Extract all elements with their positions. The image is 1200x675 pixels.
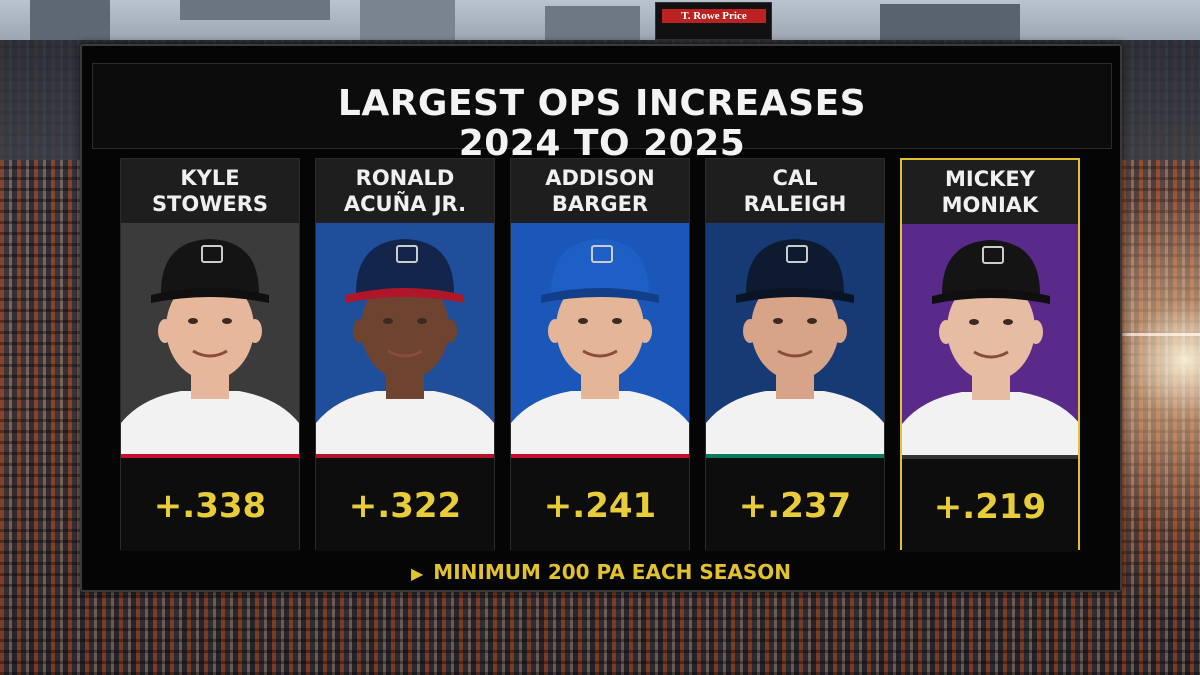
ops-increase-value: +.338 [153, 486, 267, 526]
player-name: MICKEY MONIAK [902, 160, 1078, 224]
player-card: CAL RALEIGH +.237 [705, 158, 885, 551]
scoreboard-sponsor-text: T. Rowe Price [662, 9, 766, 23]
ops-increase-box: +.241 [511, 458, 689, 551]
player-headshot [902, 224, 1078, 456]
team-color-stripe [511, 454, 689, 458]
player-name: KYLE STOWERS [121, 159, 299, 223]
ops-increase-value: +.219 [933, 487, 1047, 527]
player-first-name: ADDISON [545, 166, 655, 190]
player-name: CAL RALEIGH [706, 159, 884, 223]
player-headshot [511, 223, 689, 455]
stadium-scoreboard: T. Rowe Price [655, 2, 772, 40]
team-color-stripe [902, 455, 1078, 459]
skyline-building [545, 6, 640, 44]
ops-increase-box: +.322 [316, 458, 494, 551]
skyline-building [180, 0, 330, 20]
player-card: RONALD ACUÑA JR. +.322 [315, 158, 495, 551]
player-first-name: RONALD [355, 166, 455, 190]
braves-A-logo-icon [396, 245, 418, 263]
team-color-stripe [121, 454, 299, 458]
rockies-CR-logo-icon [982, 246, 1004, 264]
player-card: KYLE STOWERS +.338 [120, 158, 300, 551]
graphic-subtitle: 2024 TO 2025 [458, 123, 746, 164]
player-last-name: RALEIGH [743, 192, 847, 216]
player-headshot [121, 223, 299, 455]
graphic-title: LARGEST OPS INCREASES [337, 83, 867, 124]
mariners-S-logo-icon [786, 245, 808, 263]
player-last-name: BARGER [551, 192, 649, 216]
player-last-name: STOWERS [151, 192, 269, 216]
ops-increase-value: +.322 [348, 486, 462, 526]
skyline-building [880, 4, 1020, 40]
team-color-stripe [706, 454, 884, 458]
title-box: LARGEST OPS INCREASES 2024 TO 2025 [92, 63, 1112, 164]
player-first-name: KYLE [180, 166, 240, 190]
player-headshot [706, 223, 884, 455]
player-first-name: CAL [772, 166, 818, 190]
blue-jays-logo-icon [591, 245, 613, 263]
player-last-name: MONIAK [941, 193, 1039, 217]
skyline-building [360, 0, 455, 44]
play-arrow-icon: ▶ [410, 564, 424, 583]
player-last-name: ACUÑA JR. [343, 192, 467, 216]
footnote: ▶ MINIMUM 200 PA EACH SEASON [82, 560, 1120, 586]
footnote-text: MINIMUM 200 PA EACH SEASON [433, 560, 792, 584]
player-card: MICKEY MONIAK +.219 [900, 158, 1080, 552]
player-card: ADDISON BARGER +.241 [510, 158, 690, 551]
ops-increase-value: +.241 [543, 486, 657, 526]
ops-increase-box: +.219 [902, 459, 1078, 552]
ops-increase-box: +.237 [706, 458, 884, 551]
ops-increase-box: +.338 [121, 458, 299, 551]
player-name: RONALD ACUÑA JR. [316, 159, 494, 223]
skyline-building [30, 0, 110, 40]
ops-increase-value: +.237 [738, 486, 852, 526]
team-color-stripe [316, 454, 494, 458]
player-name: ADDISON BARGER [511, 159, 689, 223]
player-headshot [316, 223, 494, 455]
player-first-name: MICKEY [945, 167, 1035, 191]
stats-graphic-panel: LARGEST OPS INCREASES 2024 TO 2025 KYLE … [80, 44, 1122, 592]
marlins-M-logo-icon [201, 245, 223, 263]
